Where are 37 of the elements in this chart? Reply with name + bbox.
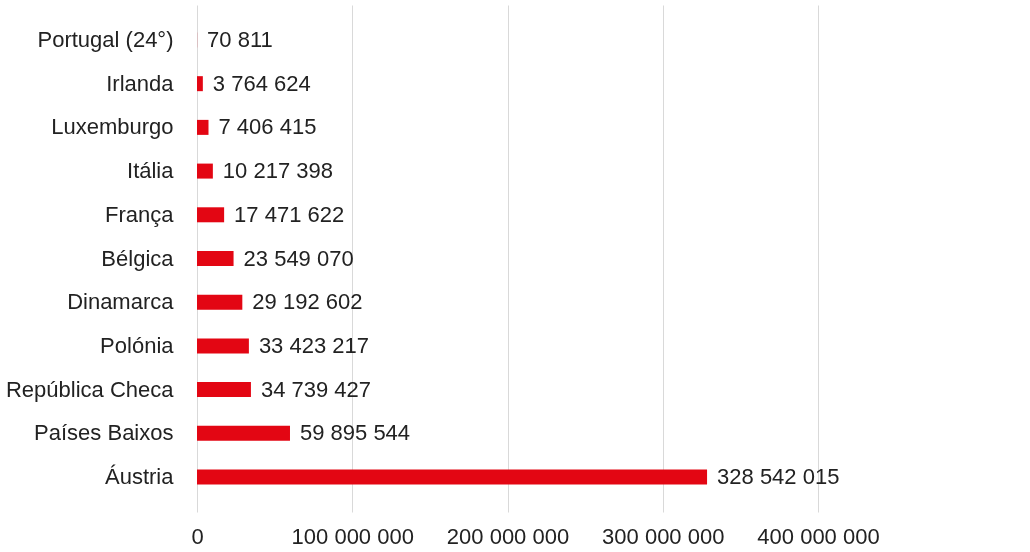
data-label: 33 423 217 [258, 332, 369, 358]
y-tick-label: Portugal (24°) [37, 26, 174, 52]
data-label: 328 542 015 [717, 464, 840, 490]
data-label: 70 811 [207, 26, 273, 52]
bar [197, 294, 243, 310]
bar [197, 382, 251, 398]
x-tick-label: 0 [191, 523, 204, 549]
y-tick-label: França [105, 201, 175, 227]
data-label: 17 471 622 [234, 201, 345, 227]
bar [197, 119, 209, 135]
bar [197, 469, 708, 485]
bar [197, 163, 213, 179]
y-tick-label: Itália [127, 158, 175, 184]
data-label: 59 895 544 [299, 420, 411, 446]
y-tick-label: Bélgica [101, 245, 175, 271]
y-tick-label: Polónia [100, 332, 175, 358]
y-tick-label: Irlanda [106, 70, 175, 96]
bar [197, 76, 203, 92]
x-tick-label: 200 000 000 [446, 523, 570, 549]
data-label: 3 764 624 [212, 70, 311, 96]
y-tick-label: Dinamarca [67, 289, 175, 315]
x-tick-label: 400 000 000 [757, 523, 880, 549]
bar [197, 207, 225, 223]
bar [197, 251, 234, 266]
data-label: 7 406 415 [218, 114, 317, 140]
data-label: 10 217 398 [222, 158, 333, 184]
bar [197, 338, 249, 354]
y-tick-label: Áustria [105, 464, 175, 490]
data-label: 29 192 602 [252, 289, 363, 315]
y-tick-label: Luxemburgo [51, 114, 174, 140]
x-tick-label: 300 000 000 [602, 523, 725, 549]
y-tick-label: República Checa [5, 376, 175, 402]
data-label: 34 739 427 [260, 376, 372, 402]
x-tick-label: 100 000 000 [291, 523, 414, 549]
y-tick-label: Países Baixos [34, 420, 174, 446]
data-label: 23 549 070 [243, 245, 354, 271]
bar [197, 425, 290, 441]
